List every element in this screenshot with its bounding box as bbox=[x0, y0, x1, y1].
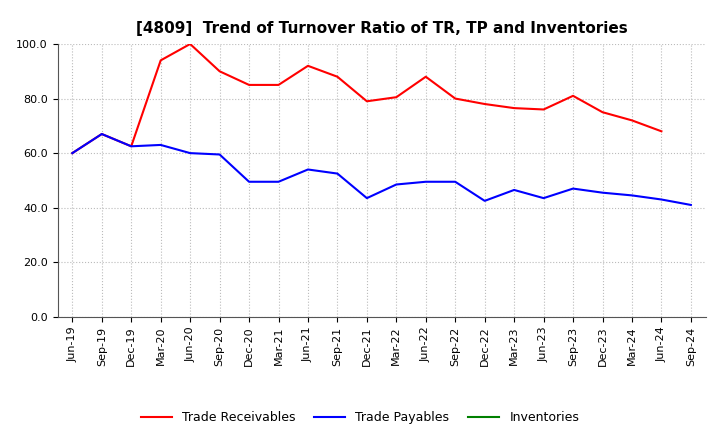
Trade Receivables bbox=[539, 107, 548, 112]
Trade Receivables bbox=[245, 82, 253, 88]
Trade Receivables bbox=[392, 95, 400, 100]
Trade Payables bbox=[333, 171, 342, 176]
Trade Receivables bbox=[510, 106, 518, 111]
Trade Payables bbox=[215, 152, 224, 157]
Legend: Trade Receivables, Trade Payables, Inventories: Trade Receivables, Trade Payables, Inven… bbox=[135, 407, 585, 429]
Trade Payables bbox=[186, 150, 194, 156]
Trade Receivables bbox=[274, 82, 283, 88]
Trade Receivables bbox=[127, 143, 135, 149]
Trade Receivables bbox=[421, 74, 430, 79]
Trade Receivables bbox=[569, 93, 577, 99]
Trade Payables bbox=[156, 142, 165, 147]
Trade Payables bbox=[539, 195, 548, 201]
Line: Trade Payables: Trade Payables bbox=[72, 134, 691, 205]
Trade Payables bbox=[245, 179, 253, 184]
Trade Payables bbox=[687, 202, 696, 208]
Trade Payables bbox=[68, 150, 76, 156]
Trade Payables bbox=[97, 132, 106, 137]
Trade Receivables bbox=[304, 63, 312, 69]
Trade Receivables bbox=[333, 74, 342, 79]
Trade Payables bbox=[392, 182, 400, 187]
Trade Payables bbox=[304, 167, 312, 172]
Trade Payables bbox=[510, 187, 518, 193]
Trade Receivables bbox=[363, 99, 372, 104]
Trade Receivables bbox=[186, 41, 194, 47]
Trade Payables bbox=[421, 179, 430, 184]
Trade Payables bbox=[363, 195, 372, 201]
Trade Receivables bbox=[156, 58, 165, 63]
Trade Receivables bbox=[657, 128, 666, 134]
Trade Payables bbox=[451, 179, 459, 184]
Trade Payables bbox=[480, 198, 489, 203]
Title: [4809]  Trend of Turnover Ratio of TR, TP and Inventories: [4809] Trend of Turnover Ratio of TR, TP… bbox=[136, 21, 627, 36]
Trade Payables bbox=[569, 186, 577, 191]
Trade Payables bbox=[127, 143, 135, 149]
Line: Trade Receivables: Trade Receivables bbox=[72, 44, 662, 153]
Trade Payables bbox=[274, 179, 283, 184]
Trade Payables bbox=[598, 190, 607, 195]
Trade Receivables bbox=[215, 69, 224, 74]
Trade Payables bbox=[628, 193, 636, 198]
Trade Receivables bbox=[451, 96, 459, 101]
Trade Payables bbox=[657, 197, 666, 202]
Trade Receivables bbox=[97, 132, 106, 137]
Trade Receivables bbox=[480, 101, 489, 106]
Trade Receivables bbox=[598, 110, 607, 115]
Trade Receivables bbox=[68, 150, 76, 156]
Trade Receivables bbox=[628, 118, 636, 123]
